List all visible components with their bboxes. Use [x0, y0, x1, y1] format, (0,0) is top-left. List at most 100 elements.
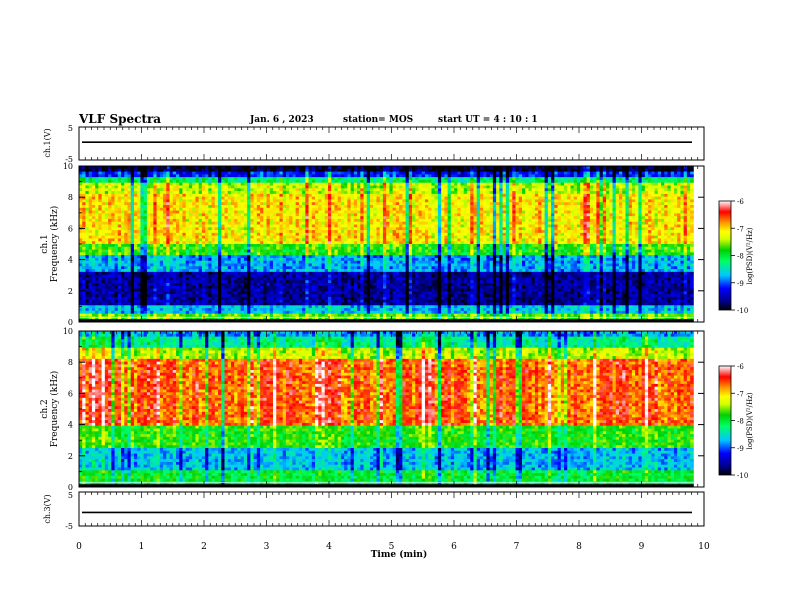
spectrogram-cell: [296, 180, 300, 183]
spectrogram-cell: [244, 294, 248, 297]
spectrogram-cell: [131, 222, 135, 225]
spectrogram-cell: [318, 264, 322, 267]
spectrogram-cell: [85, 219, 89, 222]
spectrogram-cell: [215, 255, 219, 258]
spectrogram-cell: [328, 252, 332, 255]
spectrogram-cell: [354, 303, 358, 306]
spectrogram-cell: [247, 169, 251, 172]
spectrogram-cell: [134, 199, 138, 202]
spectrogram-cell: [137, 208, 141, 211]
spectrogram-cell: [292, 227, 296, 230]
spectrogram-cell: [157, 244, 161, 247]
spectrogram-cell: [299, 180, 303, 183]
spectrogram-cell: [144, 291, 148, 294]
spectrogram-cell: [347, 311, 351, 314]
spectrogram-cell: [364, 297, 368, 300]
spectrogram-cell: [231, 297, 235, 300]
spectrogram-cell: [364, 202, 368, 205]
spectrogram-cell: [225, 197, 229, 200]
spectrogram-cell: [270, 269, 274, 272]
spectrogram-cell: [157, 305, 161, 308]
spectrogram-cell: [150, 286, 154, 289]
spectrogram-cell: [170, 219, 174, 222]
spectrogram-cell: [150, 294, 154, 297]
spectrogram-cell: [215, 286, 219, 289]
spectrogram-cell: [131, 291, 135, 294]
spectrogram-cell: [128, 199, 132, 202]
spectrogram-cell: [279, 241, 283, 244]
spectrogram-cell: [166, 186, 170, 189]
spectrogram-cell: [279, 213, 283, 216]
spectrogram-cell: [334, 269, 338, 272]
spectrogram-cell: [299, 275, 303, 278]
spectrogram-cell: [221, 252, 225, 255]
spectrogram-cell: [79, 314, 83, 317]
spectrogram-cell: [260, 169, 264, 172]
spectrogram-cell: [124, 180, 128, 183]
spectrogram-cell: [150, 208, 154, 211]
spectrogram-cell: [199, 208, 203, 211]
spectrogram-cell: [221, 286, 225, 289]
spectrogram-cell: [276, 216, 280, 219]
spectrogram-cell: [108, 197, 112, 200]
spectrogram-cell: [89, 255, 93, 258]
spectrogram-cell: [241, 272, 245, 275]
spectrogram-cell: [202, 213, 206, 216]
spectrogram-cell: [357, 205, 361, 208]
spectrogram-cell: [250, 311, 254, 314]
spectrogram-cell: [289, 219, 293, 222]
spectrogram-cell: [234, 177, 238, 180]
spectrogram-cell: [354, 233, 358, 236]
spectrogram-cell: [150, 308, 154, 311]
spectrogram-cell: [195, 269, 199, 272]
spectrogram-cell: [267, 205, 271, 208]
spectrogram-cell: [124, 264, 128, 267]
spectrogram-cell: [192, 266, 196, 269]
spectrogram-cell: [131, 250, 135, 253]
spectrogram-cell: [85, 305, 89, 308]
spectrogram-cell: [325, 277, 329, 280]
spectrogram-cell: [163, 289, 167, 292]
spectrogram-cell: [279, 308, 283, 311]
spectrogram-cell: [341, 261, 345, 264]
spectrogram-cell: [102, 300, 106, 303]
spectrogram-cell: [364, 300, 368, 303]
spectrogram-cell: [131, 303, 135, 306]
spectrogram-cell: [267, 191, 271, 194]
spectrogram-cell: [105, 311, 109, 314]
spectrogram-cell: [328, 188, 332, 191]
spectrogram-cell: [247, 314, 251, 317]
spectrogram-cell: [118, 177, 122, 180]
spectrogram-cell: [315, 269, 319, 272]
spectrogram-cell: [160, 211, 164, 214]
spectrogram-cell: [305, 314, 309, 317]
spectrogram-cell: [102, 211, 106, 214]
spectrogram-cell: [105, 247, 109, 250]
spectrogram-cell: [231, 289, 235, 292]
spectrogram-cell: [364, 289, 368, 292]
spectrogram-cell: [179, 216, 183, 219]
spectrogram-cell: [85, 236, 89, 239]
spectrogram-cell: [124, 211, 128, 214]
spectrogram-cell: [357, 261, 361, 264]
spectrogram-cell: [221, 244, 225, 247]
spectrogram-cell: [228, 205, 232, 208]
spectrogram-cell: [98, 250, 102, 253]
spectrogram-cell: [234, 225, 238, 228]
spectrogram-cell: [241, 172, 245, 175]
spectrogram-cell: [221, 277, 225, 280]
spectrogram-cell: [92, 272, 96, 275]
spectrogram-cell: [360, 266, 364, 269]
spectrogram-cell: [344, 261, 348, 264]
spectrogram-cell: [338, 230, 342, 233]
spectrogram-cell: [241, 283, 245, 286]
spectrogram-cell: [128, 250, 132, 253]
spectrogram-cell: [192, 300, 196, 303]
spectrogram-cell: [338, 289, 342, 292]
spectrogram-cell: [260, 311, 264, 314]
spectrogram-cell: [118, 297, 122, 300]
spectrogram-cell: [195, 297, 199, 300]
spectrogram-cell: [98, 225, 102, 228]
spectrogram-cell: [315, 297, 319, 300]
spectrogram-cell: [267, 269, 271, 272]
